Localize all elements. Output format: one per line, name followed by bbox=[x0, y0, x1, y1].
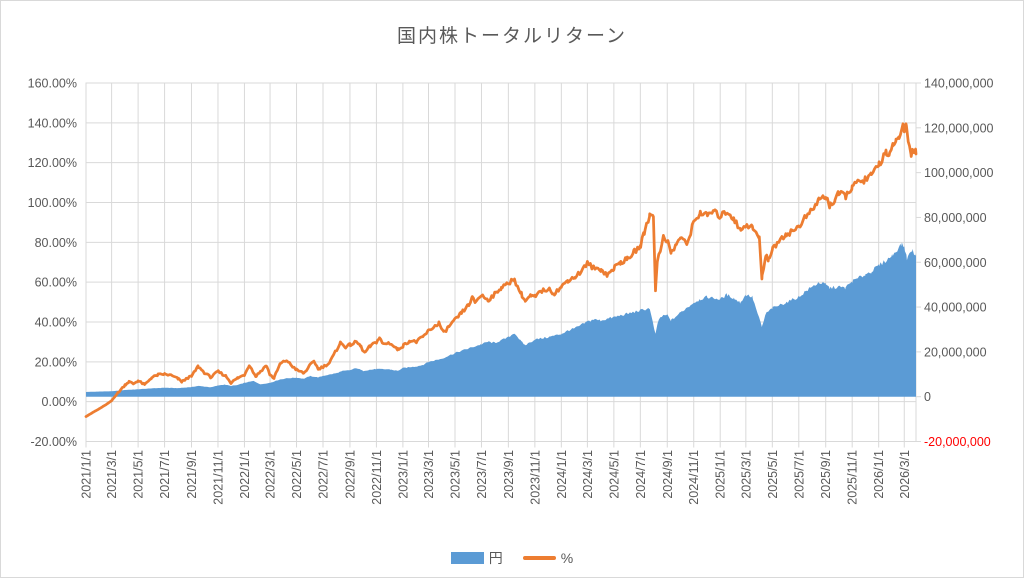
svg-text:120,000,000: 120,000,000 bbox=[924, 121, 994, 135]
svg-text:20.00%: 20.00% bbox=[35, 355, 77, 369]
svg-text:2022/3/1: 2022/3/1 bbox=[264, 450, 278, 499]
svg-text:60,000,000: 60,000,000 bbox=[924, 256, 987, 270]
svg-text:2022/9/1: 2022/9/1 bbox=[343, 450, 357, 499]
svg-text:2021/7/1: 2021/7/1 bbox=[158, 450, 172, 499]
svg-text:2025/5/1: 2025/5/1 bbox=[766, 450, 780, 499]
svg-text:2023/11/1: 2023/11/1 bbox=[528, 450, 542, 505]
yen-area-swatch-icon bbox=[450, 552, 484, 564]
svg-text:120.00%: 120.00% bbox=[28, 156, 77, 170]
svg-text:2025/1/1: 2025/1/1 bbox=[714, 450, 728, 499]
svg-text:140,000,000: 140,000,000 bbox=[924, 77, 994, 91]
svg-text:2021/3/1: 2021/3/1 bbox=[105, 450, 119, 499]
svg-text:2021/5/1: 2021/5/1 bbox=[132, 450, 146, 499]
svg-text:-20.00%: -20.00% bbox=[30, 435, 77, 449]
svg-text:2024/5/1: 2024/5/1 bbox=[607, 450, 621, 499]
svg-text:2023/1/1: 2023/1/1 bbox=[396, 450, 410, 499]
svg-text:2024/9/1: 2024/9/1 bbox=[661, 450, 675, 499]
svg-text:2023/7/1: 2023/7/1 bbox=[475, 450, 489, 499]
y-left-axis-labels: 160.00% 140.00% 120.00% 100.00% 80.00% 60.00%… bbox=[28, 77, 77, 450]
svg-text:2026/3/1: 2026/3/1 bbox=[898, 450, 912, 499]
svg-text:2022/1/1: 2022/1/1 bbox=[238, 450, 252, 499]
svg-text:2022/5/1: 2022/5/1 bbox=[290, 450, 304, 499]
svg-text:2023/5/1: 2023/5/1 bbox=[449, 450, 463, 499]
svg-text:2021/1/1: 2021/1/1 bbox=[80, 450, 94, 499]
svg-text:80,000,000: 80,000,000 bbox=[924, 211, 987, 225]
svg-text:2025/3/1: 2025/3/1 bbox=[739, 450, 753, 499]
svg-text:2025/7/1: 2025/7/1 bbox=[792, 450, 806, 499]
legend-label-yen: 円 bbox=[488, 550, 503, 566]
x-axis-labels: 2021/1/1 2021/3/1 2021/5/1 2021/7/1 2021/9/1… bbox=[80, 450, 912, 505]
svg-text:2024/11/1: 2024/11/1 bbox=[687, 450, 701, 505]
svg-text:2024/1/1: 2024/1/1 bbox=[555, 450, 569, 499]
percent-line-swatch-icon bbox=[522, 556, 556, 560]
series-line-percent bbox=[84, 122, 918, 418]
legend-item-percent: % bbox=[522, 550, 574, 566]
svg-text:60.00%: 60.00% bbox=[35, 276, 77, 290]
svg-text:-20,000,000: -20,000,000 bbox=[924, 435, 991, 449]
svg-text:2025/9/1: 2025/9/1 bbox=[819, 450, 833, 499]
svg-text:2021/11/1: 2021/11/1 bbox=[212, 450, 226, 505]
svg-text:2023/3/1: 2023/3/1 bbox=[422, 450, 436, 499]
svg-text:2024/7/1: 2024/7/1 bbox=[634, 450, 648, 499]
svg-text:2022/11/1: 2022/11/1 bbox=[370, 450, 384, 505]
svg-text:40.00%: 40.00% bbox=[35, 316, 77, 330]
series-area-yen bbox=[86, 242, 916, 397]
axis-ticks bbox=[85, 82, 921, 448]
chart-title: 国内株トータルリターン bbox=[396, 26, 628, 47]
legend: 円 % bbox=[1, 548, 1023, 568]
legend-item-yen: 円 bbox=[450, 548, 503, 568]
svg-text:140.00%: 140.00% bbox=[28, 116, 77, 130]
svg-text:20,000,000: 20,000,000 bbox=[924, 345, 987, 359]
svg-text:2021/9/1: 2021/9/1 bbox=[185, 450, 199, 499]
svg-text:2025/11/1: 2025/11/1 bbox=[846, 450, 860, 505]
svg-text:0: 0 bbox=[924, 390, 931, 404]
svg-text:100.00%: 100.00% bbox=[28, 196, 77, 210]
svg-text:2026/1/1: 2026/1/1 bbox=[872, 450, 886, 499]
svg-text:2023/9/1: 2023/9/1 bbox=[502, 450, 516, 499]
svg-text:2022/7/1: 2022/7/1 bbox=[317, 450, 331, 499]
svg-text:160.00%: 160.00% bbox=[28, 77, 77, 91]
legend-label-percent: % bbox=[560, 550, 574, 566]
svg-text:2024/3/1: 2024/3/1 bbox=[581, 450, 595, 499]
svg-text:100,000,000: 100,000,000 bbox=[924, 166, 994, 180]
y-right-axis-labels: 140,000,000 120,000,000 100,000,000 80,000,… bbox=[924, 77, 994, 450]
svg-text:0.00%: 0.00% bbox=[42, 395, 77, 409]
svg-text:80.00%: 80.00% bbox=[35, 236, 77, 250]
svg-text:40,000,000: 40,000,000 bbox=[924, 301, 987, 315]
